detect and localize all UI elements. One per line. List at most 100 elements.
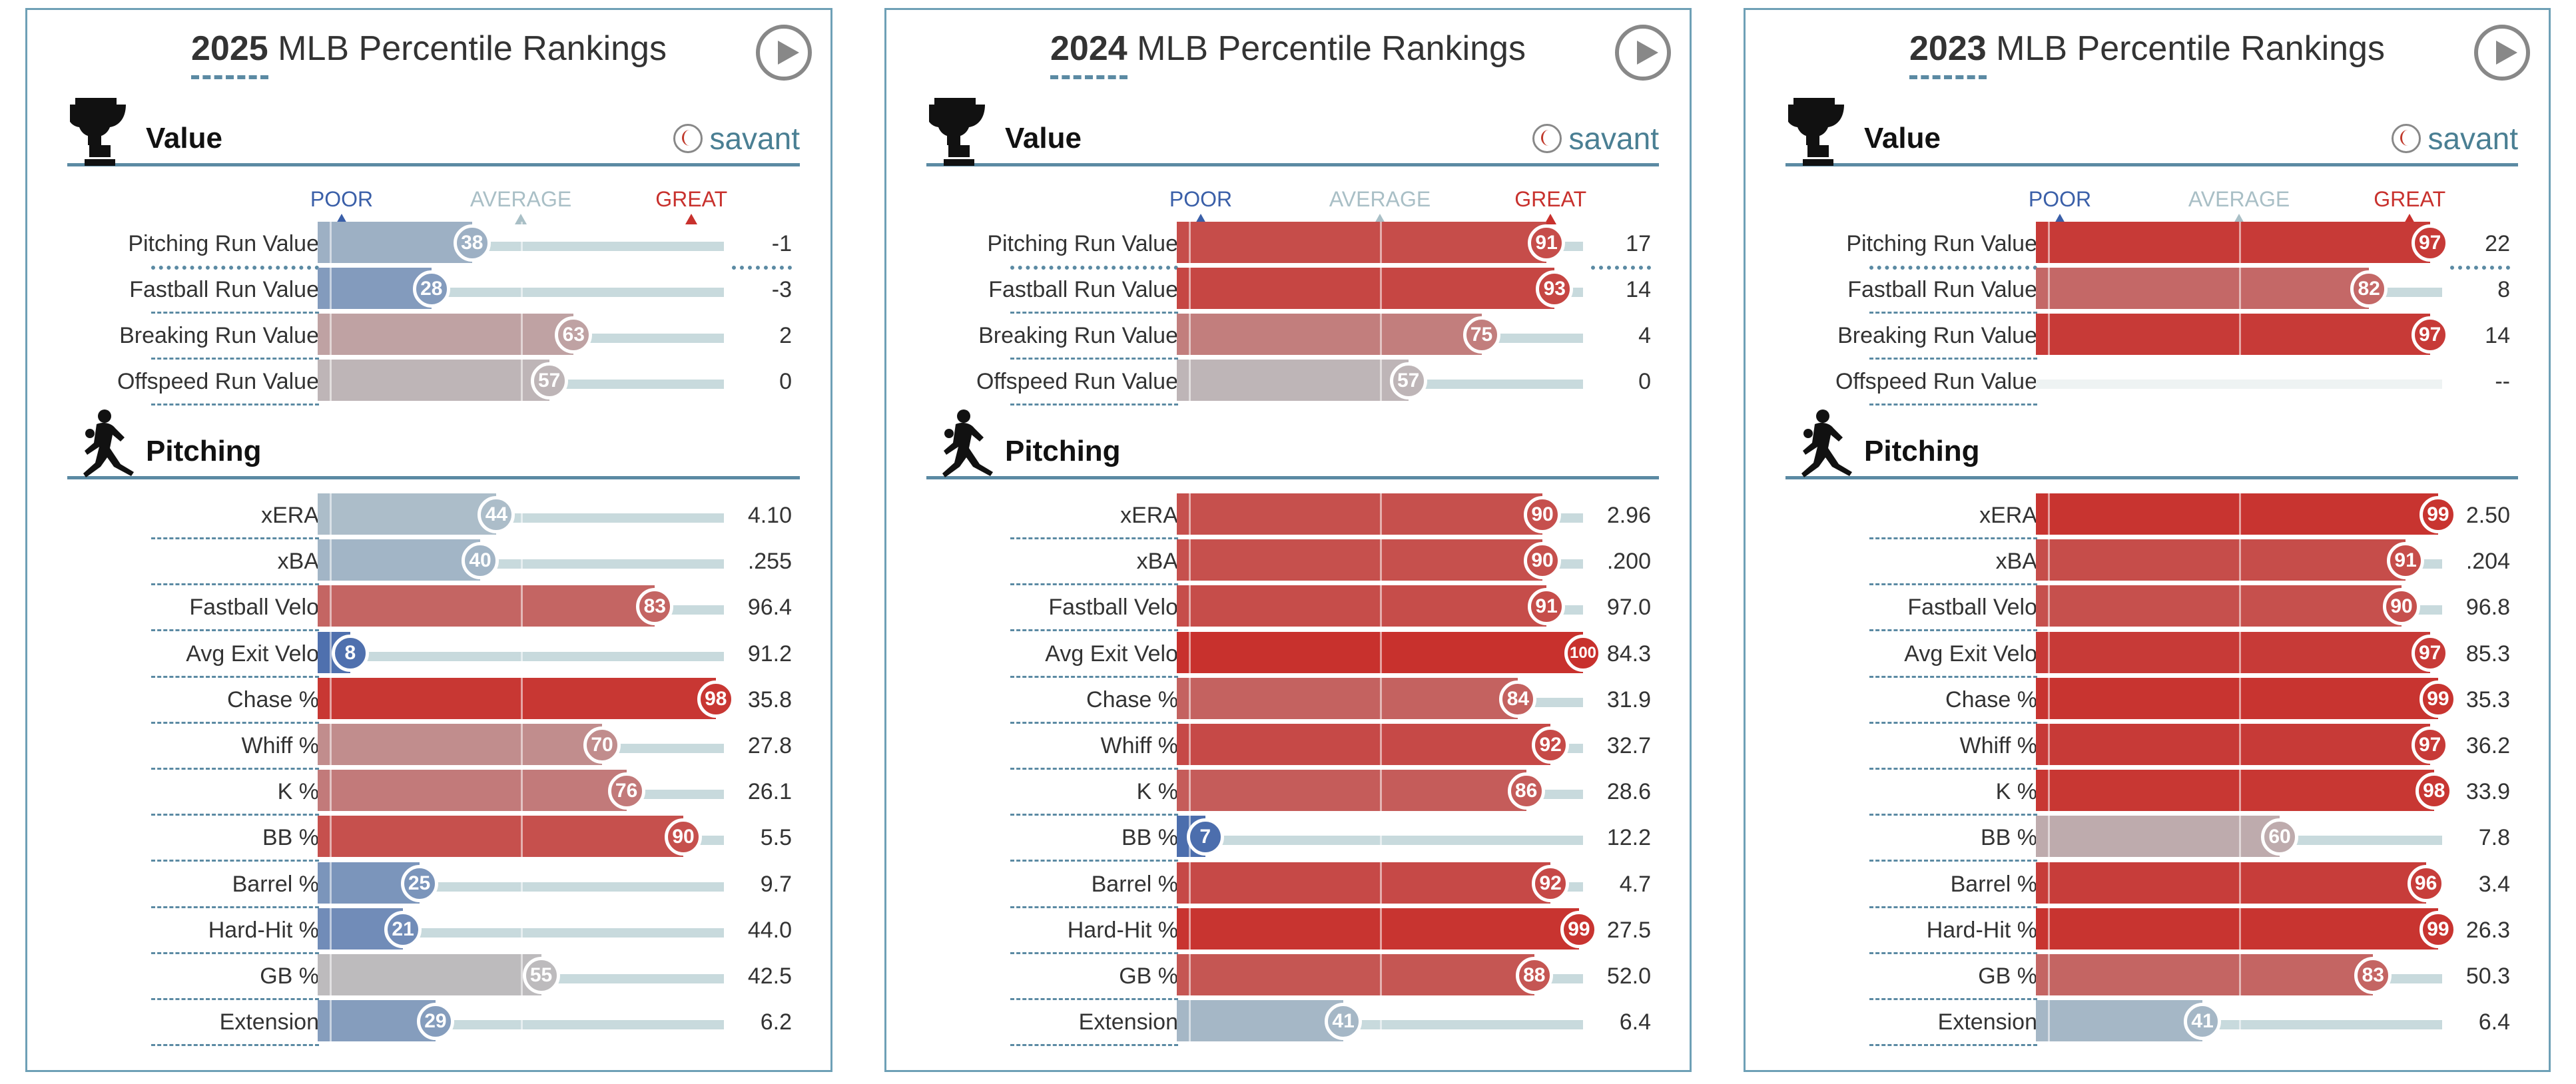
percentile-bar — [1177, 493, 1542, 535]
metric-row[interactable]: Barrel % 96 3.4 — [1746, 862, 2549, 909]
metric-value: 0 — [1638, 369, 1651, 394]
metric-row[interactable]: Breaking Run Value 63 2 — [27, 314, 830, 360]
metric-row[interactable]: Whiff % 97 36.2 — [1746, 724, 2549, 770]
percentile-bar — [2036, 314, 2430, 355]
value-section-header: Value savant — [926, 97, 1659, 166]
metric-row[interactable]: Extension 29 6.2 — [27, 1000, 830, 1047]
metric-row[interactable]: xBA 91 .204 — [1746, 539, 2549, 586]
savant-logo[interactable]: savant — [2392, 121, 2518, 156]
metric-row[interactable]: Offspeed Run Value 57 0 — [27, 360, 830, 406]
metric-row[interactable]: Avg Exit Velo 97 85.3 — [1746, 631, 2549, 678]
metric-row[interactable]: K % 98 33.9 — [1746, 770, 2549, 816]
percentile-bubble: 91 — [2387, 542, 2425, 580]
metric-row[interactable]: Chase % 84 31.9 — [886, 677, 1690, 724]
metric-row[interactable]: Pitching Run Value 97 22 — [1746, 222, 2549, 270]
percentile-bar — [318, 954, 541, 995]
metric-value: 85.3 — [2465, 641, 2510, 667]
scale-great: GREAT — [2374, 187, 2446, 211]
metric-row[interactable]: xERA 44 4.10 — [27, 493, 830, 540]
metric-row[interactable]: Fastball Velo 91 97.0 — [886, 585, 1690, 632]
metric-row[interactable]: xERA 90 2.96 — [886, 493, 1690, 540]
play-button[interactable] — [756, 25, 812, 81]
metric-row[interactable]: Avg Exit Velo 8 91.2 — [27, 631, 830, 678]
metric-row[interactable]: Whiff % 70 27.8 — [27, 724, 830, 770]
metric-label: Breaking Run Value — [978, 323, 1178, 348]
percentile-bar — [1177, 585, 1547, 627]
metric-row[interactable]: Hard-Hit % 99 26.3 — [1746, 908, 2549, 955]
metric-row[interactable]: Offspeed Run Value -- — [1746, 360, 2549, 406]
percentile-bar — [318, 677, 716, 719]
panel-title: 2024 MLB Percentile Rankings — [886, 29, 1690, 79]
metric-row[interactable]: Fastball Velo 83 96.4 — [27, 585, 830, 632]
percentile-bar — [318, 268, 432, 309]
percentile-bar — [318, 539, 480, 581]
row-divider — [151, 537, 319, 539]
metric-row[interactable]: GB % 88 52.0 — [886, 954, 1690, 1001]
metric-row[interactable]: Pitching Run Value 91 17 — [886, 222, 1690, 270]
grid-line — [2239, 908, 2241, 949]
value-underline — [1591, 266, 1651, 270]
play-button[interactable] — [1615, 25, 1671, 81]
metric-row[interactable]: K % 86 28.6 — [886, 770, 1690, 816]
grid-line — [2239, 862, 2241, 904]
metric-row[interactable]: Extension 41 6.4 — [1746, 1000, 2549, 1047]
metric-label: K % — [277, 779, 319, 805]
metric-value: -- — [2495, 369, 2510, 394]
row-divider — [151, 951, 319, 954]
metric-row[interactable]: Barrel % 92 4.7 — [886, 862, 1690, 909]
section-title: Value — [146, 122, 222, 154]
metric-row[interactable]: xERA 99 2.50 — [1746, 493, 2549, 540]
section-title: Value — [1005, 122, 1082, 154]
metric-row[interactable]: Barrel % 25 9.7 — [27, 862, 830, 909]
grid-line — [1380, 539, 1382, 581]
metric-row[interactable]: K % 76 26.1 — [27, 770, 830, 816]
play-button[interactable] — [2474, 25, 2530, 81]
metric-row[interactable]: BB % 60 7.8 — [1746, 816, 2549, 862]
grid-line — [330, 585, 332, 627]
grid-line — [2048, 493, 2051, 535]
metric-row[interactable]: Pitching Run Value 38 -1 — [27, 222, 830, 270]
metric-row[interactable]: Whiff % 92 32.7 — [886, 724, 1690, 770]
row-divider — [151, 266, 319, 270]
baseball-icon — [2392, 124, 2421, 153]
metric-row[interactable]: Fastball Run Value 93 14 — [886, 268, 1690, 314]
metric-row[interactable]: Chase % 99 35.3 — [1746, 677, 2549, 724]
percentile-bar — [318, 816, 683, 858]
grid-line — [330, 908, 332, 949]
metric-row[interactable]: Hard-Hit % 99 27.5 — [886, 908, 1690, 955]
metric-value: .255 — [747, 549, 792, 575]
metric-row[interactable]: Chase % 98 35.8 — [27, 677, 830, 724]
metric-row[interactable]: Breaking Run Value 97 14 — [1746, 314, 2549, 360]
savant-logo[interactable]: savant — [1532, 121, 1659, 156]
row-divider — [1010, 951, 1178, 954]
metric-row[interactable]: Avg Exit Velo 100 84.3 — [886, 631, 1690, 678]
percentile-bar — [1177, 677, 1518, 719]
percentile-bubble: 93 — [1536, 270, 1574, 308]
metric-row[interactable]: Breaking Run Value 75 4 — [886, 314, 1690, 360]
metric-row[interactable]: GB % 83 50.3 — [1746, 954, 2549, 1001]
metric-row[interactable]: BB % 7 12.2 — [886, 816, 1690, 862]
metric-row[interactable]: xBA 40 .255 — [27, 539, 830, 586]
percentile-bubble: 75 — [1462, 316, 1500, 354]
metric-row[interactable]: Fastball Velo 90 96.8 — [1746, 585, 2549, 632]
metric-value: 44.0 — [747, 917, 792, 943]
metric-row[interactable]: Hard-Hit % 21 44.0 — [27, 908, 830, 955]
savant-logo[interactable]: savant — [673, 121, 800, 156]
percentile-bar — [1177, 222, 1547, 263]
metric-label: Extension — [1937, 1009, 2037, 1035]
metric-row[interactable]: BB % 90 5.5 — [27, 816, 830, 862]
metric-row[interactable]: Extension 41 6.4 — [886, 1000, 1690, 1047]
percentile-bar — [1177, 954, 1534, 995]
rows: Pitching Run Value 38 -1 Fastball Run Value… — [27, 10, 830, 1070]
metric-value: 22 — [2485, 231, 2510, 256]
scale-average: AVERAGE — [2188, 187, 2290, 211]
metric-row[interactable]: Fastball Run Value 82 8 — [1746, 268, 2549, 314]
grid-line — [2239, 1000, 2241, 1042]
metric-row[interactable]: xBA 90 .200 — [886, 539, 1690, 586]
grid-line — [1380, 862, 1382, 904]
metric-row[interactable]: Fastball Run Value 28 -3 — [27, 268, 830, 314]
metric-value: 32.7 — [1606, 733, 1651, 758]
metric-row[interactable]: Offspeed Run Value 57 0 — [886, 360, 1690, 406]
metric-value: 2 — [779, 323, 792, 348]
metric-row[interactable]: GB % 55 42.5 — [27, 954, 830, 1001]
